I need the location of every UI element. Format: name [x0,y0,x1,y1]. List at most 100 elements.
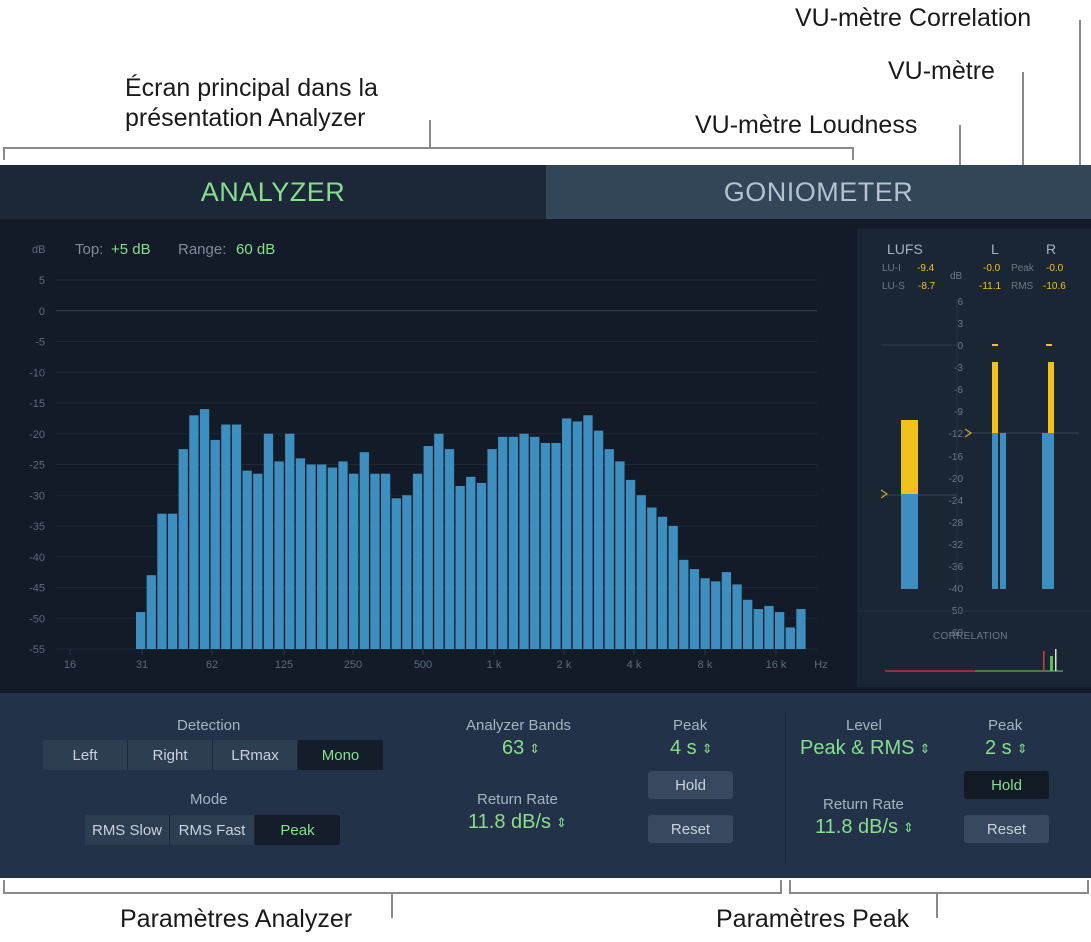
detection-segmented: Left Right LRmax Mono [43,740,383,770]
x-tick-label: 4 k [627,659,642,671]
spectrum-bar [540,442,550,649]
correlation-label: CORRELATION [933,631,1008,642]
level-label: Level [846,717,882,734]
bands-value[interactable]: 63 ⇕ [502,737,540,760]
peak-label: Peak [1011,263,1034,274]
spectrum-bar [157,513,167,649]
spectrum-bar [295,458,306,649]
meter-scale-label: -36 [949,562,964,573]
settings-divider [785,713,786,863]
peak-return-rate-value[interactable]: 11.8 dB/s ⇕ [815,816,914,839]
spectrum-bar [753,609,763,649]
analyzer-peak-value[interactable]: 4 s ⇕ [670,737,713,760]
analyzer-peak-label: Peak [673,717,708,734]
detection-mono-button[interactable]: Mono [298,740,383,770]
tab-goniometer[interactable]: GONIOMETER [546,165,1091,219]
stepper-icon: ⇕ [556,815,567,830]
x-tick-label: 8 k [698,659,713,671]
y-tick-label: -25 [29,460,45,472]
spectrum-bar [775,612,785,649]
spectrum-bar [349,473,359,649]
left-peak-bar [992,362,998,433]
detection-right-button[interactable]: Right [128,740,213,770]
mode-peak-button[interactable]: Peak [255,815,340,845]
meter-scale-label: -3 [954,363,963,374]
spectrum-bar [370,473,380,649]
top-label: Top: [75,241,104,258]
spectrum-bar [221,424,231,649]
tab-analyzer[interactable]: ANALYZER [0,165,546,219]
left-rms-bar-2 [1000,433,1006,589]
spectrum-bar [285,433,295,649]
main-display: dB Top: +5 dB Range: 60 dB 5 0 -5 -10 -15 -20… [0,219,1091,693]
x-tick-label: 125 [275,659,293,671]
y-tick-label: -40 [29,552,45,564]
y-tick-label: -5 [35,337,45,349]
bracket-peak-params [789,892,1089,894]
x-tick-label: 62 [206,659,218,671]
level-reset-button[interactable]: Reset [964,815,1049,843]
return-rate-value[interactable]: 11.8 dB/s ⇕ [468,811,567,834]
bands-value-text: 63 [502,737,525,759]
analyzer-db-label: dB [32,244,46,256]
y-tick-label: -35 [29,521,45,533]
bracket-pp-stem [936,892,938,918]
spectrum-bar [572,421,582,649]
x-tick-label: 1 k [487,659,502,671]
bracket-ap-stem [391,892,393,918]
meter-scale-label: -60 [949,628,964,639]
detection-lrmax-button[interactable]: LRmax [213,740,298,770]
spectrum-bar [562,418,572,650]
detection-left-button[interactable]: Left [43,740,128,770]
correlation-peak-marker [1055,649,1057,671]
bracket-main-display [3,147,854,149]
spectrum-bar [689,569,700,649]
spectrum-bar [785,627,795,649]
level-value[interactable]: Peak & RMS ⇕ [800,737,930,760]
meter-scale-label: -28 [949,518,964,529]
spectrum-bar [412,473,423,649]
spectrum-bar [317,464,327,649]
spectrum-bar [647,507,657,649]
spectrum-analyzer: 5 0 -5 -10 -15 -20 -25 -30 -35 -40 -45 -50 -55 16 31 62… [29,275,828,671]
meter-scale-label: -16 [949,452,964,463]
return-rate-value-text: 11.8 dB/s [468,811,552,833]
analyzer-hold-button[interactable]: Hold [648,771,733,799]
spectrum-bar [657,516,668,649]
level-peak-value[interactable]: 2 s ⇕ [985,737,1028,760]
y-tick-label: -10 [29,367,45,379]
spectrum-bar [423,446,433,649]
y-tick-label: 0 [39,306,45,318]
rms-label: RMS [1011,281,1034,292]
spectrum-bar [199,409,210,649]
right-peak-hold [1046,344,1052,346]
spectrum-bar [210,439,220,649]
spectrum-bar [604,449,614,650]
spectrum-bar [253,473,263,649]
detection-label: Detection [177,717,241,734]
level-meters: 630-3-6-9-12-16-20-24-28-32-36-40-50-60 [857,297,1091,672]
lufs-bar-short [901,420,918,494]
meter-scale-label: 0 [957,341,963,352]
meter-scale-label: -20 [949,474,964,485]
stepper-icon: ⇕ [1016,741,1028,756]
spectrum-bar [679,559,689,649]
lui-label: LU-I [882,263,901,274]
analyzer-reset-button[interactable]: Reset [648,815,733,843]
top-value[interactable]: +5 dB [111,241,151,258]
range-value[interactable]: 60 dB [236,241,276,258]
level-hold-button[interactable]: Hold [964,771,1049,799]
correlation-indicator [1050,656,1053,671]
spectrum-bar [615,461,625,649]
stepper-icon: ⇕ [919,741,931,756]
spectrum-bar [136,612,146,649]
spectrum-bar [189,415,199,649]
mode-rms-fast-button[interactable]: RMS Fast [170,815,255,845]
spectrum-bar [476,482,487,649]
y-tick-label: -50 [29,613,45,625]
spectrum-bar [508,436,519,649]
stepper-icon: ⇕ [701,741,713,756]
mode-rms-slow-button[interactable]: RMS Slow [85,815,170,845]
spectrum-bar [700,578,710,649]
spectrum-bar [668,526,678,649]
